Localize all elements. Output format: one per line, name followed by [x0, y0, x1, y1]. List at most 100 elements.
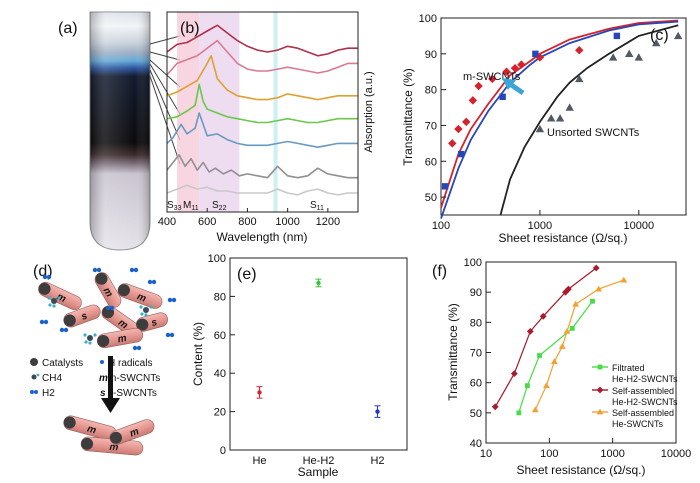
- m-icon: m: [99, 373, 108, 384]
- legend-text-ch4: CH4: [42, 373, 62, 384]
- y-tick-label-50: 50: [425, 192, 437, 204]
- absorption-band-2: [273, 12, 278, 212]
- panel-b-label: (b): [180, 20, 200, 37]
- data-point-s1-5: [474, 81, 483, 91]
- bottom-tube-1-letter: m: [86, 424, 98, 437]
- legend-text-h2: H2: [42, 388, 55, 399]
- plot-c-fit-curves: [440, 19, 679, 219]
- series-3-point-4: [558, 343, 566, 349]
- plot-b-frame: [166, 11, 359, 213]
- data-point-s3-3: [555, 114, 565, 122]
- h2-molecule-8-a: [165, 332, 171, 338]
- plot-b-x-label: Wavelength (nm): [217, 230, 308, 244]
- x-tick-label-10000: 10000: [624, 220, 655, 232]
- h2-molecule-5-a: [147, 279, 153, 285]
- ch4-carbon: [87, 335, 93, 341]
- legend-item-ch4: CH4: [31, 373, 62, 384]
- data-point-s3-1: [535, 124, 545, 133]
- x-tick-label-2: H2: [370, 455, 384, 467]
- x-tick-label-10: 10: [480, 448, 492, 460]
- ch4-hydrogen-2: [52, 304, 56, 308]
- top-tube-7-letter: m: [117, 333, 128, 345]
- series-2-point-7: [592, 264, 600, 272]
- top-tube-1-catalyst: [38, 282, 51, 295]
- ch4-molecule-3: [139, 305, 153, 317]
- top-tube-4: s: [63, 304, 101, 328]
- data-point-1: [316, 280, 321, 286]
- spectrum-line-7: [166, 184, 358, 196]
- y-tick-label-60: 60: [214, 330, 226, 342]
- data-point-s3-7: [625, 49, 634, 58]
- x-tick-label-100: 100: [540, 448, 558, 460]
- data-point-s3-9: [652, 38, 661, 47]
- data-point-s3-10: [673, 31, 683, 40]
- data-point-s1-6: [488, 74, 497, 84]
- x-tick-label-1000: 1000: [528, 220, 552, 232]
- reaction-arrow: [101, 356, 120, 413]
- h2-molecule-7-b: [43, 319, 49, 325]
- catalyst-icon: [30, 358, 38, 366]
- series-3-point-1: [531, 406, 539, 413]
- top-tube-1: m: [38, 281, 82, 311]
- series-3-point-2: [543, 382, 550, 389]
- bottom-tube-2-catalyst: [81, 437, 94, 450]
- y-tick-label-100: 100: [419, 13, 437, 25]
- h2-molecule-1-b: [46, 274, 52, 280]
- plot-f-x-label: Sheet resistance (Ω/sq.): [516, 463, 645, 477]
- h2-molecule-3-a: [129, 267, 135, 273]
- series-3-point-6: [572, 300, 580, 307]
- bottom-tube-1-catalyst: [63, 416, 76, 429]
- data-point-s1-8: [510, 63, 520, 73]
- plot-f-series: [491, 264, 628, 416]
- legend-marker: [596, 408, 604, 415]
- panel-f-label: (f): [432, 263, 447, 280]
- h2-molecule-6-b: [96, 267, 102, 273]
- x-tick-label-800: 800: [238, 216, 256, 228]
- bottom-tube-3: m: [109, 419, 155, 445]
- legend-item-catalyst: Catalysts: [30, 358, 83, 369]
- plot-c-data-points: [441, 31, 683, 190]
- h2-molecule-5-b: [151, 279, 157, 285]
- bottom-tube-3-letter: m: [128, 426, 140, 439]
- top-tube-7-catalyst: [97, 334, 110, 347]
- h2-molecule-2-a: [59, 327, 65, 333]
- spectrum-line-3: [166, 54, 358, 101]
- legend-item-s: s s-SWCNTs: [100, 388, 157, 399]
- series-1-point-5: [590, 298, 595, 304]
- bottom-tube-3-catalyst: [110, 431, 123, 444]
- data-point-s1-9: [517, 60, 526, 69]
- ch4-hydrogen-3: [84, 340, 88, 344]
- plot-c-frame: [440, 17, 687, 216]
- data-point-s1-11: [575, 46, 584, 55]
- x-tick-label-0: He: [252, 455, 266, 467]
- series-2-point-1: [491, 403, 499, 411]
- ch4-carbon: [143, 307, 149, 313]
- legend-item-hradical: H radicals: [100, 358, 152, 369]
- data-point-s1-4: [468, 96, 478, 105]
- x-tick-label-10000: 10000: [661, 448, 692, 460]
- top-tube-4-catalyst: [63, 314, 76, 327]
- x-tick-label-1200: 1200: [316, 216, 340, 228]
- annotation-unsorted-swcnts: Unsorted SWCNTs: [547, 127, 640, 139]
- legend-text-line2: He-H2-SWCNTs: [612, 374, 678, 384]
- x-tick-label-1000: 1000: [600, 448, 624, 460]
- series-2-point-6: [564, 285, 572, 293]
- legend-marker: [597, 364, 603, 370]
- data-point-s2-3: [499, 93, 506, 100]
- top-tube-2-catalyst: [95, 272, 108, 285]
- ch4-hydrogen-1: [149, 305, 153, 309]
- data-point-s3-6: [608, 53, 618, 61]
- series-3-point-7: [595, 285, 603, 292]
- h2-molecule-9-b: [109, 305, 115, 311]
- centrifuge-tube: [89, 11, 151, 251]
- ch4-icon: [31, 374, 37, 380]
- x-tick-label-400: 400: [158, 216, 176, 228]
- h2-molecule-3-b: [133, 267, 139, 273]
- legend-text-m: m-SWCNTs: [108, 373, 160, 384]
- ch4-hydrogen-3: [48, 303, 52, 307]
- panel-c-label: (c): [650, 27, 669, 44]
- top-tube-3-letter: m: [135, 291, 147, 304]
- h2-icon-b: [34, 390, 38, 394]
